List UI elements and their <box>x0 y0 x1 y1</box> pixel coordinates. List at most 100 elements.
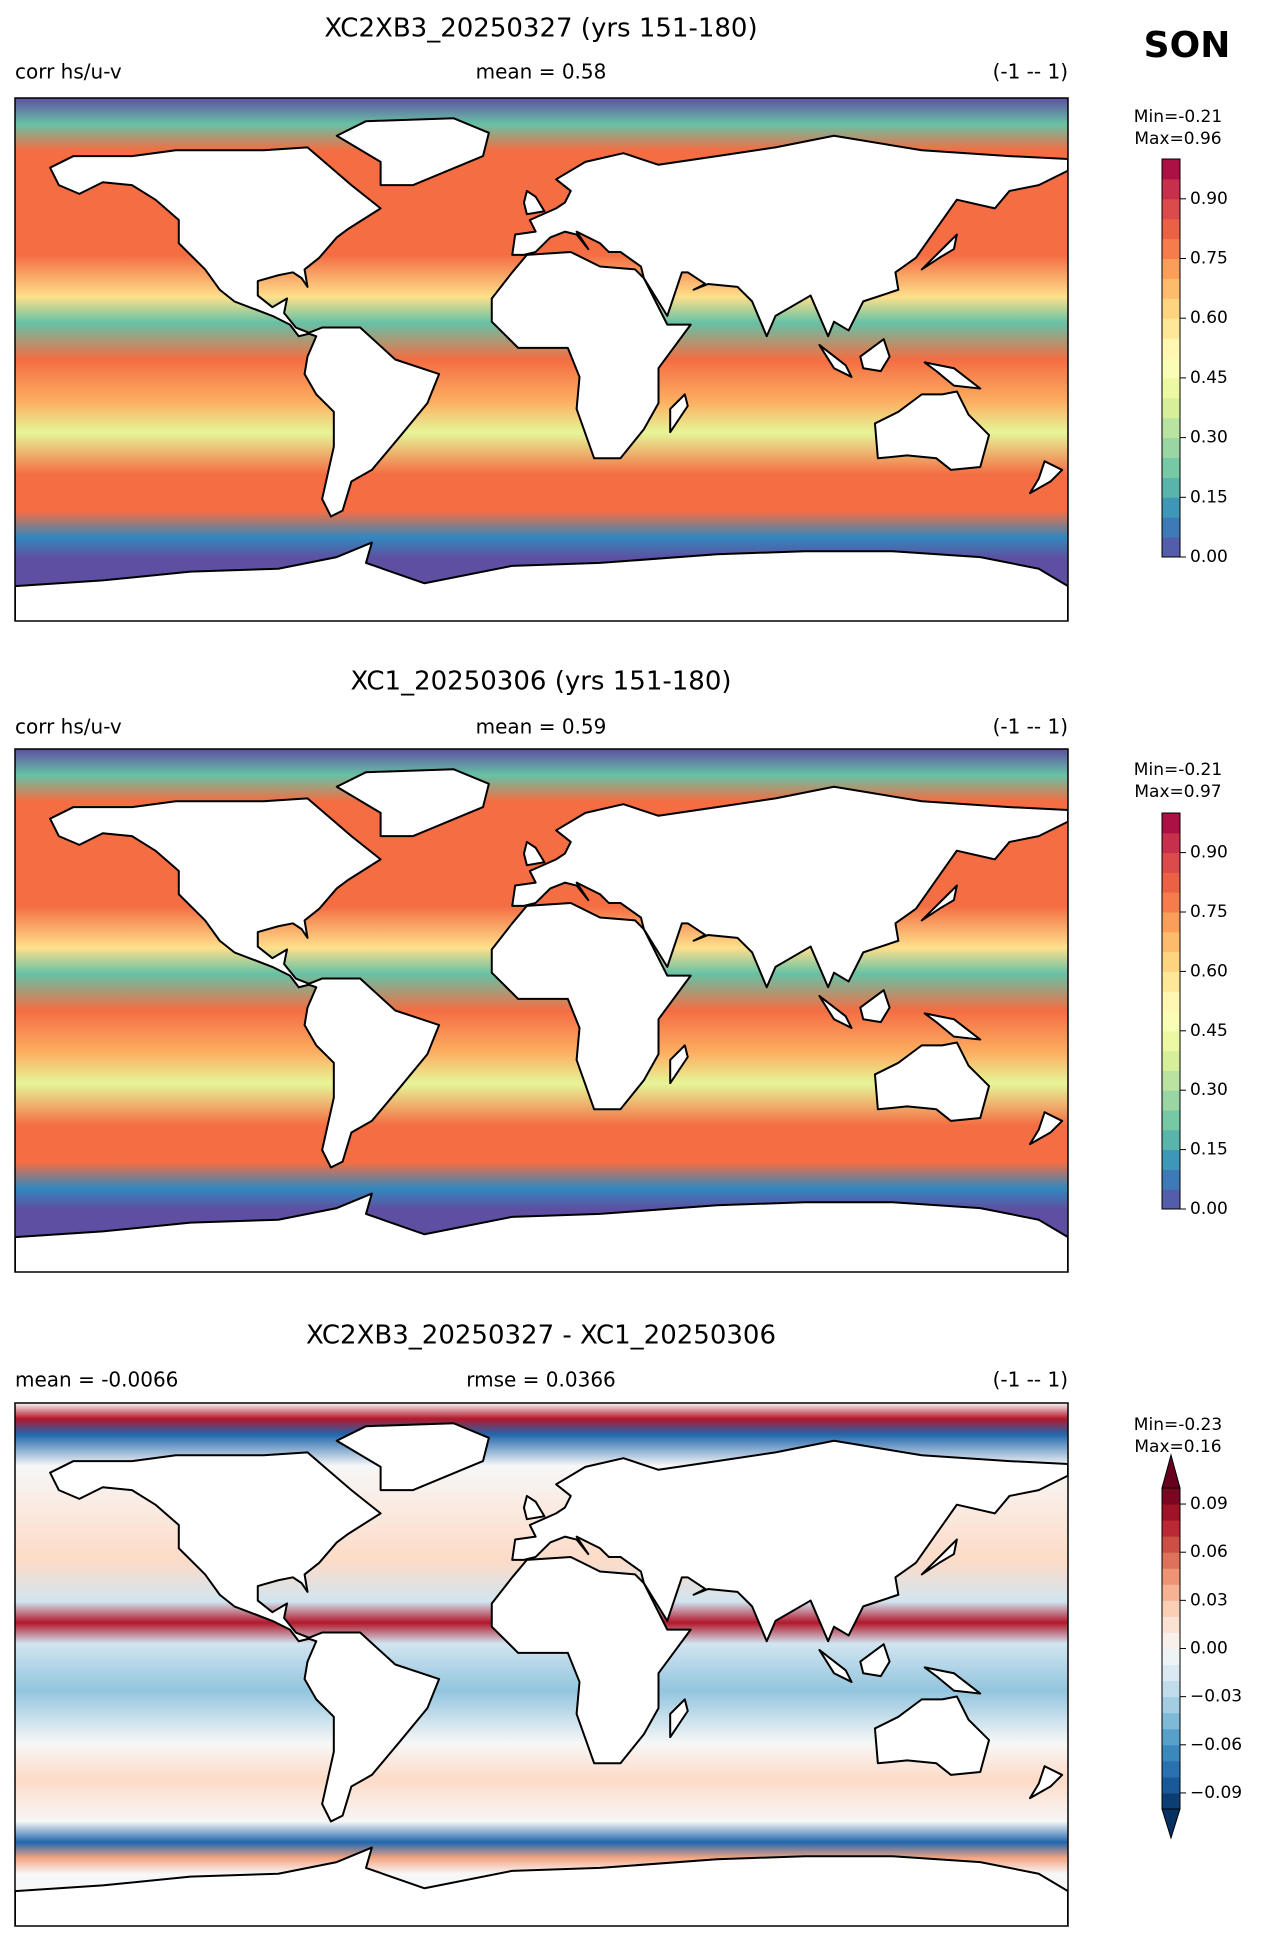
min-max-label: Max=0.96 <box>1134 129 1221 149</box>
colorbar-segment <box>1162 1488 1180 1505</box>
center-label: mean = 0.59 <box>476 715 607 739</box>
colorbar-frame <box>1161 812 1181 1210</box>
colorbar-segment <box>1162 1149 1180 1170</box>
season-label: SON <box>1144 25 1231 66</box>
colorbar-segment <box>1162 1129 1180 1151</box>
colorbar-tick-label: −0.06 <box>1190 1735 1242 1755</box>
colorbar-tick-label: 0.60 <box>1190 308 1228 328</box>
colorbar-segment <box>1162 437 1180 458</box>
colorbar-segment <box>1162 971 1180 992</box>
colorbar-segment <box>1162 497 1180 518</box>
colorbar-segment <box>1162 218 1180 240</box>
colorbar-tick-label: −0.09 <box>1190 1783 1242 1803</box>
map-frame <box>14 748 1069 1273</box>
colorbar-segment <box>1162 1776 1180 1794</box>
colorbar-tick-label: 0.06 <box>1190 1542 1228 1562</box>
colorbar-extend <box>1161 1453 1181 1489</box>
colorbar-segment <box>1162 852 1180 873</box>
colorbar-tick-label: 0.45 <box>1190 368 1228 388</box>
colorbar-segment <box>1162 298 1180 319</box>
colorbar-tick-label: 0.03 <box>1190 1590 1228 1610</box>
map-frame <box>14 97 1069 622</box>
colorbar-segment <box>1162 377 1180 399</box>
colorbar-tick-label: 0.15 <box>1190 1140 1228 1160</box>
map-field <box>15 98 1068 621</box>
colorbar-segment <box>1162 457 1180 478</box>
panel-title: XC1_20250306 (yrs 151-180) <box>350 667 731 697</box>
colorbar-segment <box>1162 912 1180 933</box>
colorbar-tick-label: 0.00 <box>1190 547 1228 567</box>
colorbar-segment <box>1162 318 1180 339</box>
colorbar-segment <box>1162 178 1180 200</box>
colorbar-tick-label: 0.75 <box>1190 249 1228 269</box>
map-frame <box>14 1402 1069 1927</box>
colorbar-segment <box>1162 1536 1180 1553</box>
colorbar-segment <box>1162 338 1180 359</box>
colorbar-segment <box>1162 1696 1180 1714</box>
colorbar-segment <box>1162 872 1180 893</box>
min-max-label: Max=0.16 <box>1134 1437 1221 1457</box>
colorbar-tick-label: 0.00 <box>1190 1199 1228 1219</box>
colorbar-tick-label: 0.30 <box>1190 428 1228 448</box>
min-max-label: Min=-0.23 <box>1134 1415 1222 1435</box>
colorbar-tick-label: 0.30 <box>1190 1080 1228 1100</box>
panel-title: XC2XB3_20250327 - XC1_20250306 <box>306 1321 776 1351</box>
range-label: (-1 -- 1) <box>993 715 1068 739</box>
colorbar-segment <box>1162 1110 1180 1131</box>
colorbar-tick-label: 0.09 <box>1190 1494 1228 1514</box>
colorbar-segment <box>1162 1792 1180 1810</box>
colorbar-segment <box>1162 1504 1180 1521</box>
range-label: (-1 -- 1) <box>993 60 1068 84</box>
colorbar-segment <box>1162 1030 1180 1052</box>
colorbar-segment <box>1162 991 1180 1012</box>
colorbar-segment <box>1162 931 1180 953</box>
colorbar-tick-label: −0.03 <box>1190 1687 1242 1707</box>
colorbar-segment <box>1162 1050 1180 1071</box>
colorbar-segment <box>1162 238 1180 259</box>
map-field <box>15 1403 1068 1926</box>
left-label: corr hs/u-v <box>15 60 122 84</box>
colorbar-segment <box>1162 537 1180 558</box>
colorbar-segment <box>1162 1712 1180 1730</box>
colorbar-segment <box>1162 1648 1180 1666</box>
colorbar-segment <box>1162 1760 1180 1778</box>
map-field <box>15 749 1068 1272</box>
colorbar-tick-label: 0.60 <box>1190 961 1228 981</box>
colorbar-segment <box>1162 1090 1180 1111</box>
panel-title: XC2XB3_20250327 (yrs 151-180) <box>324 14 757 44</box>
colorbar-segment <box>1162 358 1180 379</box>
center-label: mean = 0.58 <box>476 60 607 84</box>
colorbar-segment <box>1162 1520 1180 1537</box>
colorbar-segment <box>1162 813 1180 834</box>
colorbar-segment <box>1162 951 1180 972</box>
map <box>14 1402 1069 1927</box>
colorbar-segment <box>1162 1189 1180 1210</box>
colorbar-extend <box>1161 1808 1181 1840</box>
colorbar-segment <box>1162 1680 1180 1698</box>
colorbar-tick-label: 0.75 <box>1190 902 1228 922</box>
colorbar-segment <box>1162 417 1180 439</box>
colorbar-segment <box>1162 517 1180 538</box>
center-label: rmse = 0.0366 <box>466 1368 616 1392</box>
colorbar-segment <box>1162 278 1180 299</box>
colorbar-segment <box>1162 1744 1180 1762</box>
range-label: (-1 -- 1) <box>993 1368 1068 1392</box>
colorbar-segment <box>1162 198 1180 220</box>
map <box>14 748 1069 1273</box>
colorbar-segment <box>1162 1728 1180 1746</box>
colorbar-tick-label: 0.45 <box>1190 1021 1228 1041</box>
colorbar-segment <box>1162 1600 1180 1617</box>
colorbar-frame <box>1161 158 1181 558</box>
min-max-label: Min=-0.21 <box>1134 107 1222 127</box>
colorbar-tick-label: 0.90 <box>1190 189 1228 209</box>
map <box>14 97 1069 622</box>
left-label: mean = -0.0066 <box>15 1368 178 1392</box>
colorbar-segment <box>1162 477 1180 498</box>
colorbar-segment <box>1162 1616 1180 1633</box>
colorbar-segment <box>1162 1568 1180 1585</box>
colorbar-segment <box>1162 892 1180 913</box>
colorbar-tick-label: 0.90 <box>1190 843 1228 863</box>
colorbar-tick-label: 0.15 <box>1190 487 1228 507</box>
left-label: corr hs/u-v <box>15 715 122 739</box>
